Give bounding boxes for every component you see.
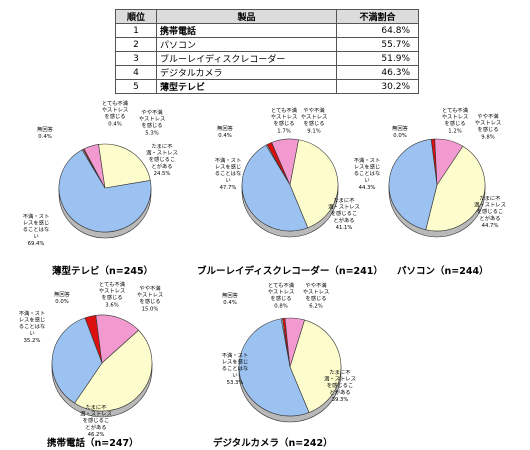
slice-value: 5.3% [145,130,158,136]
slice-label: 不満・ストレスを感じることはない [19,310,46,337]
pie-slice [289,139,339,229]
slice-value: 53.3% [227,380,244,386]
slice-value: 3.6% [105,302,118,308]
header-rank: 順位 [115,9,157,24]
chart-title: 薄型テレビ（n=245） [51,265,153,277]
slice-label: とても不満やストレスを感じる [99,281,126,301]
slice-label: やや不満やストレスを感じる [139,108,166,129]
slice-value: 69.4% [28,241,45,247]
chart-title: パソコン（n=244） [397,265,489,277]
slice-label: 不満・ストレスを感じることはない [354,157,381,184]
rate-cell: 51.9% [336,51,419,66]
pie-slice [51,317,103,404]
pie-slice [98,143,151,189]
pie-chart-1: 無回答0.4%とても不満やストレスを感じる0.4%やや不満やストレスを感じる5.… [23,100,178,277]
slice-label: やや不満やストレスを感じる [137,284,164,305]
chart-title: デジタルカメラ（n=242） [213,437,333,449]
chart-title: 携帯電話（n=247） [47,437,139,449]
slice-label: やや不満やストレスを感じる [301,106,328,127]
table-row: 2 パソコン 55.7% [115,37,419,52]
product-cell: 薄型テレビ [156,79,337,94]
table-row: 1 携帯電話 64.8% [115,23,419,38]
pie-slice [238,318,310,417]
slice-value: 15.0% [142,306,159,312]
slice-value: 44.3% [359,185,376,191]
slice-value: 9.8% [481,134,494,140]
slice-label: たまに不満・ストレスを感じることがある [474,195,506,222]
chart-title: ブルーレイディスクレコーダー（n=241） [197,265,383,277]
slice-label: 不満・ストレスを感じることはない [215,157,242,184]
slice-value: 9.1% [307,128,320,134]
slice-value: 0.4% [108,121,121,127]
table-row: 5 薄型テレビ 30.2% [115,79,419,94]
slice-label: たまに不満・ストレスを感じることがある [146,143,178,170]
slice-label: とても不満やストレスを感じる [268,282,295,302]
slice-value: 46.2% [88,432,105,438]
slice-value: 1.2% [448,128,461,134]
slice-label: 無回答 [54,290,71,298]
dissatisfaction-ranking-table: 順位 製品 不満割合 1 携帯電話 64.8% 2 パソコン 55.7% 3 ブ… [115,9,419,94]
header-product: 製品 [156,9,337,24]
pie-slice [241,144,309,232]
pie-slice [74,329,153,412]
slice-value: 1.7% [277,128,290,134]
slice-label: たまに不満・ストレスを感じることがある [80,404,112,431]
pie-slice [289,319,342,413]
slice-value: 44.7% [482,223,499,229]
slice-label: たまに不満・ストレスを感じることがある [328,197,360,224]
slice-label: 無回答 [222,291,239,299]
slice-value: 0.4% [38,134,51,140]
table-row: 4 デジタルカメラ 46.3% [115,65,419,80]
slice-value: 35.2% [24,338,41,344]
slice-label: 不満・ストレスを感じることはない [222,352,249,379]
slice-label: 無回答 [37,125,54,133]
slice-value: 0.0% [55,299,68,305]
slice-label: 不満・ストレスを感じることはない [23,213,50,240]
slice-value: 6.2% [309,303,322,309]
slice-label: とても不満やストレスを感じる [102,100,129,120]
slice-label: 無回答 [217,124,234,132]
slice-value: 41.1% [336,225,353,231]
slice-label: 無回答 [392,124,409,132]
slice-value: 24.5% [154,171,171,177]
slice-value: 0.4% [218,133,231,139]
rate-cell: 30.2% [336,79,419,94]
slice-value: 47.7% [220,185,237,191]
slice-value: 0.0% [393,133,406,139]
slice-label: たまに不満・ストレスを感じることがある [324,369,356,396]
pie-slice [58,149,152,233]
slice-value: 39.3% [332,397,349,403]
pie-slice [425,145,486,232]
slice-label: やや不満やストレスを感じる [303,281,330,302]
slice-label: とても不満やストレスを感じる [271,107,298,127]
slice-label: とても不満やストレスを感じる [442,107,469,127]
pie-slice [388,139,438,231]
slice-value: 0.4% [223,300,236,306]
slice-value: 0.8% [274,303,287,309]
slice-label: やや不満やストレスを感じる [475,112,502,133]
